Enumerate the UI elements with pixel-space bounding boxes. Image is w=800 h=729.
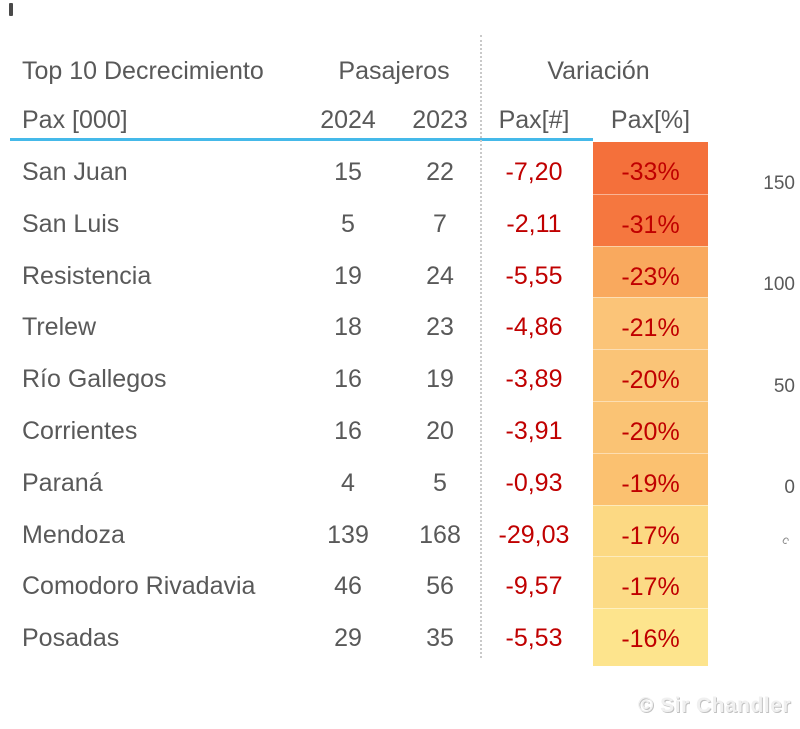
row-pax-2023: 23: [426, 313, 454, 342]
table-row: San Juan 15 22 -7,20 -33%: [0, 142, 800, 199]
row-city-name: Posadas: [22, 624, 120, 653]
row-delta-pax: -3,91: [505, 416, 563, 445]
row-delta-pax: -5,53: [505, 624, 563, 653]
row-delta-percent-cell: -17%: [593, 556, 708, 615]
row-city-name: San Luis: [22, 209, 120, 238]
column-header-pax-percent: Pax[%]: [610, 106, 691, 134]
column-header-pax-number: Pax[#]: [498, 106, 570, 134]
row-city-name: San Juan: [22, 158, 128, 186]
y-axis-tick-label: 50: [773, 375, 795, 397]
header-underline: [10, 138, 593, 141]
table-row: Mendoza 139 168 -29,03 -17%: [0, 504, 800, 563]
table-body: San Juan 15 22 -7,20 -33% San Luis 5 7 -2,11 -31%…: [0, 142, 800, 666]
row-pax-2023: 168: [419, 520, 461, 549]
column-header-pax000: Pax [000]: [22, 106, 128, 134]
row-pax-2023: 35: [426, 624, 454, 653]
row-delta-percent-cell: -20%: [593, 349, 708, 407]
row-delta-percent-cell: -23%: [593, 245, 708, 304]
row-pax-2024: 139: [327, 520, 369, 549]
row-delta-percent-cell: -21%: [593, 297, 708, 356]
row-city-name: Río Gallegos: [22, 365, 167, 394]
row-pax-2024: 46: [334, 572, 362, 601]
table-row: Río Gallegos 16 19 -3,89 -20%: [0, 349, 800, 407]
column-header-2024: 2024: [320, 106, 376, 134]
table-title: Top 10 Decrecimiento: [22, 57, 264, 85]
y-axis-tick-label: 0: [784, 476, 795, 498]
table-row: Trelew 18 23 -4,86 -21%: [0, 297, 800, 356]
row-pax-2023: 24: [426, 261, 454, 290]
row-pax-2023: 7: [433, 209, 447, 238]
row-pax-2023: 56: [426, 572, 454, 601]
row-city-name: Resistencia: [22, 261, 152, 290]
row-pax-2023: 5: [433, 468, 447, 497]
table-row: San Luis 5 7 -2,11 -31%: [0, 193, 800, 252]
row-delta-pax: -0,93: [505, 468, 563, 497]
row-city-name: Paraná: [22, 468, 103, 497]
row-pax-2024: 4: [341, 468, 355, 497]
row-delta-percent-cell: -20%: [593, 400, 708, 459]
table-row: Resistencia 19 24 -5,55 -23%: [0, 245, 800, 304]
row-city-name: Mendoza: [22, 520, 125, 549]
row-delta-pax: -9,57: [505, 572, 563, 601]
row-delta-percent-cell: -16%: [593, 608, 708, 666]
row-delta-percent-cell: -33%: [593, 142, 708, 199]
row-pax-2023: 22: [426, 158, 454, 186]
row-delta-pax: -5,55: [505, 261, 563, 290]
row-delta-pax: -7,20: [505, 158, 563, 186]
table-row: Paraná 4 5 -0,93 -19%: [0, 452, 800, 511]
row-pax-2024: 15: [334, 158, 362, 186]
row-delta-percent-cell: -19%: [593, 452, 708, 511]
table-row: Corrientes 16 20 -3,91 -20%: [0, 400, 800, 459]
row-delta-pax: -4,86: [505, 313, 563, 342]
row-pax-2024: 18: [334, 313, 362, 342]
row-delta-pax: -3,89: [505, 365, 563, 394]
table-row: Posadas 29 35 -5,53 -16%: [0, 608, 800, 666]
row-city-name: Comodoro Rivadavia: [22, 572, 256, 601]
row-pax-2024: 29: [334, 624, 362, 653]
row-pax-2023: 19: [426, 365, 454, 394]
row-city-name: Corrientes: [22, 416, 138, 445]
row-pax-2024: 16: [334, 416, 362, 445]
row-pax-2024: 5: [341, 209, 355, 238]
row-city-name: Trelew: [22, 313, 97, 342]
group-header-pasajeros: Pasajeros: [338, 57, 450, 85]
row-delta-pax: -29,03: [498, 520, 570, 549]
row-delta-pax: -2,11: [506, 209, 562, 238]
row-pax-2024: 16: [334, 365, 362, 394]
section-divider-dotted: [480, 35, 482, 658]
table-row: Comodoro Rivadavia 46 56 -9,57 -17%: [0, 556, 800, 615]
corner-artifact: [9, 3, 13, 16]
row-pax-2024: 19: [334, 261, 362, 290]
y-axis-tick-label: 150: [763, 173, 795, 194]
row-delta-percent-cell: -17%: [593, 504, 708, 563]
row-delta-percent-cell: -31%: [593, 193, 708, 252]
watermark-credit: © Sir Chandler: [637, 694, 791, 717]
group-header-variacion: Variación: [547, 57, 650, 85]
y-axis-tick-label: 100: [763, 274, 795, 296]
row-pax-2023: 20: [426, 416, 454, 445]
column-header-2023: 2023: [412, 106, 468, 134]
